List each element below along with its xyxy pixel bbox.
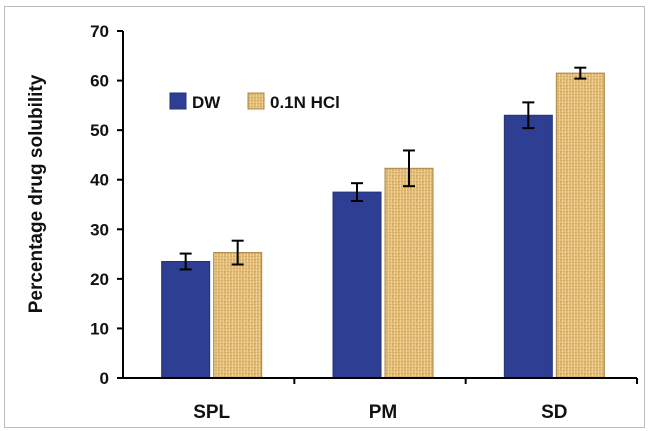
legend-swatch-hcl	[247, 92, 265, 110]
category-label-pm: PM	[369, 402, 398, 423]
error-bars-group	[179, 66, 587, 271]
bar-pm-hcl	[384, 167, 434, 379]
bar-sd-hcl	[555, 72, 605, 379]
y-axis-ticks: 0 10 20 30 40 50 60 70	[90, 22, 638, 388]
category-label-spl: SPL	[193, 402, 230, 423]
y-tick-label: 20	[90, 270, 109, 289]
bar-spl-hcl	[213, 252, 263, 379]
bars-group	[161, 72, 605, 379]
y-tick-label: 70	[90, 22, 109, 41]
legend-label-hcl: 0.1N HCl	[270, 93, 340, 112]
y-tick-label: 60	[90, 72, 109, 91]
y-tick-label: 40	[90, 171, 109, 190]
y-tick-label: 50	[90, 121, 109, 140]
bar-pm-dw	[332, 191, 382, 379]
y-tick-label: 10	[90, 319, 109, 338]
y-tick-label: 0	[100, 369, 109, 388]
y-tick-label: 30	[90, 220, 109, 239]
category-labels: SPL PM SD	[193, 402, 567, 423]
bar-spl-dw	[161, 261, 211, 379]
y-axis-title: Percentage drug solubility	[26, 74, 47, 313]
legend: DW 0.1N HCl	[169, 92, 340, 112]
category-label-sd: SD	[541, 402, 567, 423]
legend-label-dw: DW	[192, 93, 221, 112]
bar-sd-dw	[503, 114, 553, 379]
legend-swatch-dw	[169, 92, 187, 110]
